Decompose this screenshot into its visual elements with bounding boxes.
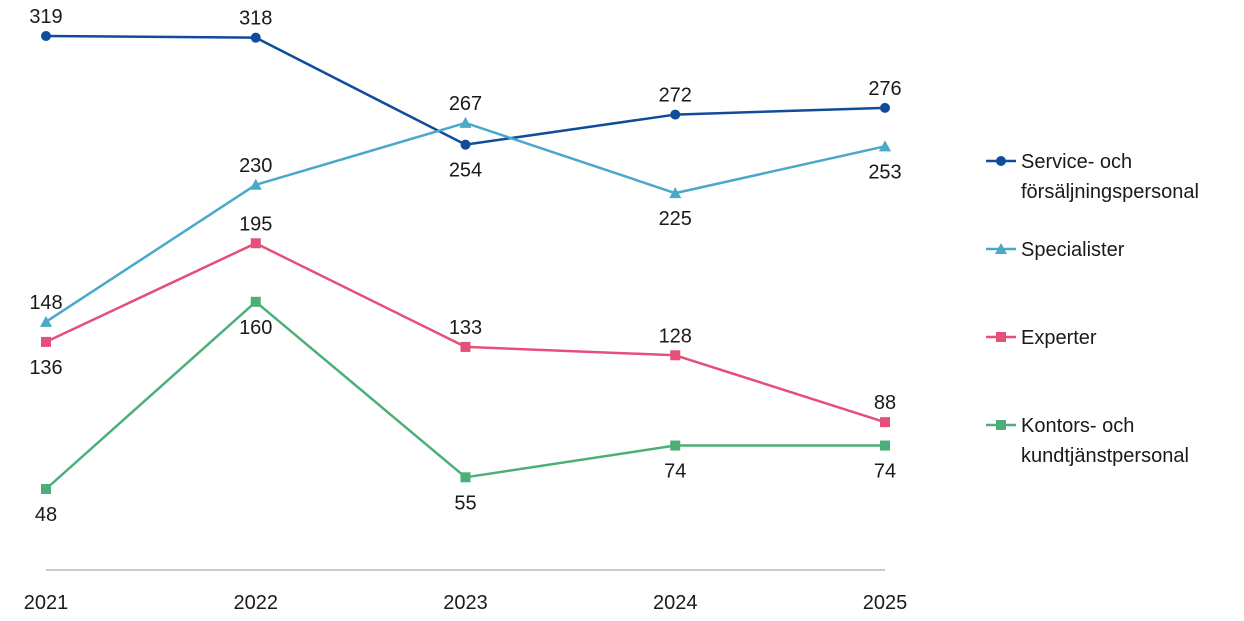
data-point xyxy=(880,417,890,428)
series-line-2 xyxy=(45,121,886,323)
data-point xyxy=(250,296,261,307)
x-tick-label: 2023 xyxy=(443,592,488,614)
x-tick-label: 2024 xyxy=(653,592,698,614)
legend-label: Experter xyxy=(1021,327,1097,349)
data-label: 254 xyxy=(449,160,482,182)
data-label: 253 xyxy=(868,161,901,183)
data-label: 267 xyxy=(449,93,482,115)
data-point xyxy=(460,472,471,483)
data-point xyxy=(460,139,471,150)
x-tick-label: 2021 xyxy=(24,592,69,614)
legend-label: Kontors- och xyxy=(1021,415,1134,437)
data-label: 276 xyxy=(868,78,901,100)
series-markers xyxy=(40,31,891,494)
data-label: 318 xyxy=(239,8,272,30)
legend-marker xyxy=(996,420,1006,430)
legend-marker xyxy=(996,332,1006,342)
legend-label: kundtjänstpersonal xyxy=(1021,445,1189,467)
legend: Service- och försäljningspersonal Speciali… xyxy=(986,151,1199,467)
data-point xyxy=(40,315,52,327)
legend-marker xyxy=(995,243,1007,254)
data-point xyxy=(41,31,51,41)
data-label: 230 xyxy=(239,155,272,177)
x-tick-label: 2025 xyxy=(863,592,908,614)
legend-entry: Kontors- och kundtjänstpersonal xyxy=(986,415,1189,467)
data-point xyxy=(41,484,51,494)
legend-label: Service- och xyxy=(1021,151,1132,173)
legend-entry: Specialister xyxy=(986,239,1125,261)
data-point xyxy=(879,140,891,152)
data-label: 195 xyxy=(239,213,272,235)
data-point xyxy=(249,178,262,190)
legend-entry: Service- och försäljningspersonal xyxy=(986,151,1199,203)
data-label: 88 xyxy=(874,392,896,414)
data-point xyxy=(880,102,890,113)
data-point xyxy=(250,238,261,249)
data-point xyxy=(460,341,471,352)
data-label: 133 xyxy=(449,317,482,339)
data-label: 272 xyxy=(659,85,692,107)
data-label: 160 xyxy=(239,317,272,339)
data-label: 225 xyxy=(659,208,692,230)
data-point xyxy=(669,187,682,199)
data-point xyxy=(670,109,681,120)
data-labels: 319 318 254 272 276 148 230 267 225 253 136 195 133 1… xyxy=(29,6,901,526)
data-label: 148 xyxy=(29,292,62,314)
data-label: 48 xyxy=(35,504,57,526)
legend-label: Specialister xyxy=(1021,239,1125,261)
x-tick-label: 2022 xyxy=(234,592,279,614)
data-label: 74 xyxy=(664,461,686,483)
data-point xyxy=(670,350,681,361)
data-label: 128 xyxy=(659,325,692,347)
legend-marker xyxy=(996,156,1006,166)
legend-entry: Experter xyxy=(986,327,1097,349)
data-label: 136 xyxy=(29,357,62,379)
data-point xyxy=(459,116,472,128)
legend-label: försäljningspersonal xyxy=(1021,181,1199,203)
data-point xyxy=(670,440,681,451)
series-line-1 xyxy=(45,34,886,146)
data-label: 319 xyxy=(29,6,62,28)
x-tick-labels: 2021 2022 2023 2024 2025 xyxy=(24,592,908,614)
data-point xyxy=(250,32,261,43)
data-label: 55 xyxy=(454,492,476,514)
data-point xyxy=(880,440,890,451)
data-point xyxy=(41,336,51,347)
data-label: 74 xyxy=(874,461,896,483)
